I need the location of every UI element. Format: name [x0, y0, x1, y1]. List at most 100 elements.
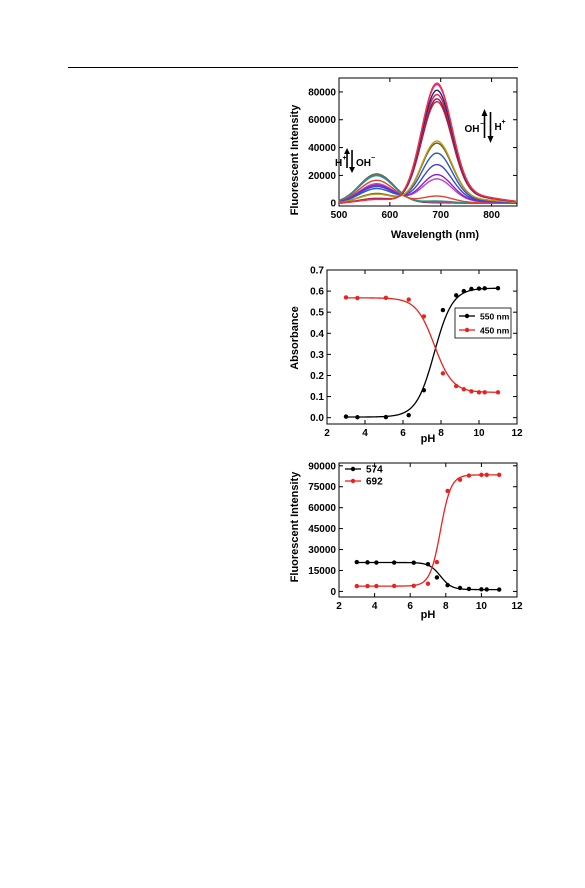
x-tick-label: 4 [362, 428, 368, 439]
y-tick-label: 45000 [308, 524, 336, 535]
data-point [469, 286, 474, 292]
data-point [425, 581, 431, 586]
data-point [425, 561, 431, 567]
y-tick-label: 0.6 [310, 287, 324, 298]
x-tick-label: 600 [382, 210, 399, 221]
data-point [383, 414, 389, 420]
x-tick-label: 10 [476, 601, 488, 612]
annotation-h-plus-left: H [335, 158, 342, 169]
y-tick-label: 30000 [308, 545, 336, 556]
data-point [374, 560, 379, 565]
x-tick-label: 500 [331, 210, 348, 221]
spectrum-curve-5 [338, 179, 516, 204]
data-point [476, 390, 482, 395]
fit-line-2 [356, 474, 500, 587]
y-tick-label: 80000 [308, 87, 336, 98]
spectrum-curve-11 [338, 140, 517, 204]
data-point [476, 286, 482, 291]
x-tick-label: 800 [483, 210, 500, 221]
annotation-oh-minus-left: OH [356, 158, 371, 169]
plot-frame [326, 269, 518, 425]
data-point [445, 488, 450, 494]
y-tick-label: 0.0 [310, 413, 324, 424]
x-tick-label: 6 [400, 428, 406, 439]
y-tick-label: 20000 [308, 171, 336, 182]
plot-frame [338, 77, 518, 207]
x-axis-label: Wavelength (nm) [391, 229, 480, 241]
y-tick-label: 40000 [308, 143, 336, 154]
legend-marker-2 [350, 478, 356, 484]
y-tick-label: 0.4 [310, 329, 324, 340]
y-tick-label: 0.3 [310, 350, 324, 361]
data-point [466, 586, 472, 592]
y-tick-label: 0 [330, 199, 336, 210]
legend-label-1: 550 nm [480, 312, 510, 322]
legend-marker-2 [464, 327, 470, 333]
data-point [457, 585, 463, 591]
legend-label-2: 450 nm [480, 326, 510, 336]
data-point [461, 386, 466, 392]
x-tick-label: 2 [336, 601, 342, 612]
data-point [440, 371, 446, 376]
y-tick-label: 0 [330, 587, 336, 598]
data-point [482, 390, 487, 395]
legend-marker-1 [350, 466, 356, 472]
data-point [411, 583, 416, 589]
y-tick-label: 0.1 [310, 392, 324, 403]
x-tick-label: 10 [473, 428, 485, 439]
data-point [497, 472, 502, 478]
x-tick-label: 4 [372, 601, 378, 612]
data-point [466, 473, 472, 478]
data-point [497, 587, 502, 592]
y-axis-label: Fluorescent Intensity [289, 471, 301, 583]
data-point [440, 307, 446, 313]
arrow-down-head [349, 167, 356, 173]
annotation-oh-minus-right: OH [465, 124, 480, 135]
arrow-up-head [481, 109, 488, 116]
x-tick-label: 12 [511, 601, 523, 612]
data-point [391, 583, 397, 589]
y-tick-label: 0.7 [310, 266, 324, 277]
data-point [343, 295, 349, 300]
y-tick-label: 60000 [308, 115, 336, 126]
x-tick-label: 700 [432, 210, 449, 221]
fit-line-1 [346, 287, 499, 418]
annotation-oh-minus-right-sup: − [480, 121, 484, 128]
x-tick-label: 8 [438, 428, 444, 439]
data-point [479, 587, 484, 592]
data-point [365, 560, 370, 565]
data-point [355, 295, 360, 301]
y-tick-label: 75000 [308, 482, 336, 493]
data-point [469, 389, 474, 394]
data-point [454, 383, 459, 389]
data-point [374, 583, 379, 589]
y-tick-label: 0.2 [310, 371, 324, 382]
annotation-h-plus-right-sup: + [502, 119, 506, 126]
arrow-up-head [344, 148, 351, 154]
legend-label-1: 574 [366, 465, 383, 476]
data-point [445, 582, 450, 588]
legend-marker-1 [464, 313, 470, 319]
data-point [365, 583, 370, 589]
x-axis-label: pH [421, 433, 436, 445]
y-tick-label: 90000 [308, 461, 336, 472]
data-point [411, 560, 416, 565]
data-point [391, 560, 397, 565]
data-point [421, 314, 427, 319]
chart-absorbance-vs-ph: 2 4 6 8 10 12 0.0 0.1 0.2 0.3 0.4 0.5 0.6 0.7 550 nm 4… [289, 266, 523, 446]
spectrum-curve-17 [338, 82, 517, 204]
arrow-down-head [487, 136, 494, 143]
x-tick-label: 12 [511, 428, 523, 439]
header-rule [68, 67, 518, 68]
data-point [479, 472, 484, 478]
data-point [383, 295, 389, 301]
chart-fluorescence-vs-ph: 2 4 6 8 10 120150003000045000600007500090000 … [289, 461, 523, 621]
annotation-h-plus-left-sup: + [343, 155, 347, 162]
x-tick-label: 2 [324, 428, 330, 439]
data-point [421, 388, 427, 393]
y-tick-label: 15000 [308, 566, 336, 577]
data-point [454, 293, 459, 298]
y-axis-label: Absorbance [289, 306, 301, 370]
data-point [495, 285, 501, 291]
